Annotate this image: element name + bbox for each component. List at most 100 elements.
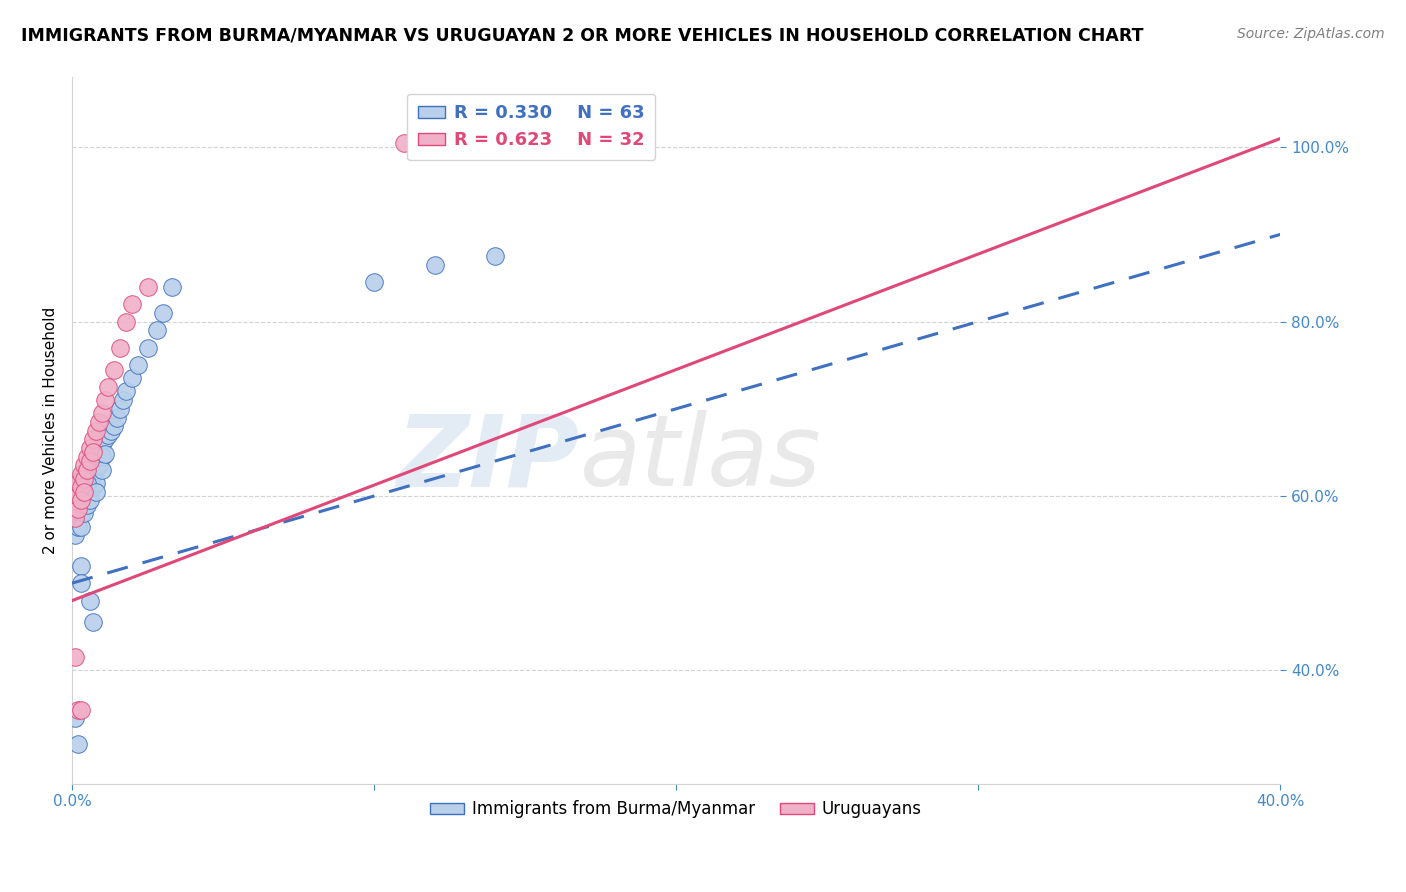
Text: IMMIGRANTS FROM BURMA/MYANMAR VS URUGUAYAN 2 OR MORE VEHICLES IN HOUSEHOLD CORRE: IMMIGRANTS FROM BURMA/MYANMAR VS URUGUAY… [21,27,1143,45]
Point [76,463,98,477]
Point [70,507,93,521]
Point [70,558,93,573]
Point [63,489,86,503]
Point [94,447,117,461]
Text: Source: ZipAtlas.com: Source: ZipAtlas.com [1237,27,1385,41]
Point [115,384,138,399]
Point [97,380,120,394]
Point [67,703,90,717]
Point [76,480,98,494]
Point [76,475,98,490]
Point [67,493,90,508]
Point [76,489,98,503]
Legend: Immigrants from Burma/Myanmar, Uruguayans: Immigrants from Burma/Myanmar, Uruguayan… [423,794,928,825]
Point [67,519,90,533]
Point [76,467,98,482]
Point [70,493,93,508]
Point [70,576,93,591]
Point [127,358,149,372]
Point [73,493,96,508]
Point [121,371,143,385]
Point [91,450,114,464]
Point [70,471,93,485]
Point [84,450,107,464]
Text: ZIP: ZIP [396,410,579,508]
Point [67,507,90,521]
Point [121,297,143,311]
Point [84,484,107,499]
Point [82,454,104,468]
Point [103,419,125,434]
Point [79,480,101,494]
Point [110,401,132,416]
Point [67,489,90,503]
Point [63,711,86,725]
Point [82,615,104,630]
Point [63,528,86,542]
Point [79,593,101,607]
Point [394,136,416,150]
Point [73,480,96,494]
Point [79,454,101,468]
Point [67,738,90,752]
Point [105,410,128,425]
Point [73,467,96,482]
Point [79,493,101,508]
Point [63,510,86,524]
Point [97,428,120,442]
Point [67,475,90,490]
Point [136,279,159,293]
Point [145,323,167,337]
Point [484,249,506,263]
Point [79,458,101,473]
Point [67,480,90,494]
Point [103,362,125,376]
Text: atlas: atlas [579,410,821,508]
Point [63,498,86,512]
Point [136,341,159,355]
Point [70,480,93,494]
Point [63,493,86,508]
Point [82,467,104,482]
Point [423,258,446,272]
Point [91,406,114,420]
Point [70,467,93,482]
Point [82,432,104,446]
Point [73,507,96,521]
Point [160,279,183,293]
Point [73,484,96,499]
Point [76,450,98,464]
Point [73,489,96,503]
Point [67,502,90,516]
Point [70,484,93,499]
Point [73,458,96,473]
Point [115,315,138,329]
Point [70,703,93,717]
Point [82,480,104,494]
Point [91,436,114,450]
Point [73,471,96,485]
Y-axis label: 2 or more Vehicles in Household: 2 or more Vehicles in Household [44,307,58,554]
Point [84,424,107,438]
Point [84,463,107,477]
Point [100,424,122,438]
Point [89,458,111,473]
Point [94,432,117,446]
Point [79,471,101,485]
Point [63,510,86,524]
Point [76,498,98,512]
Point [110,341,132,355]
Point [112,393,135,408]
Point [70,519,93,533]
Point [79,441,101,455]
Point [84,475,107,490]
Point [63,650,86,665]
Point [94,393,117,408]
Point [89,445,111,459]
Point [91,463,114,477]
Point [152,306,174,320]
Point [82,445,104,459]
Point [70,493,93,508]
Point [363,276,385,290]
Point [89,415,111,429]
